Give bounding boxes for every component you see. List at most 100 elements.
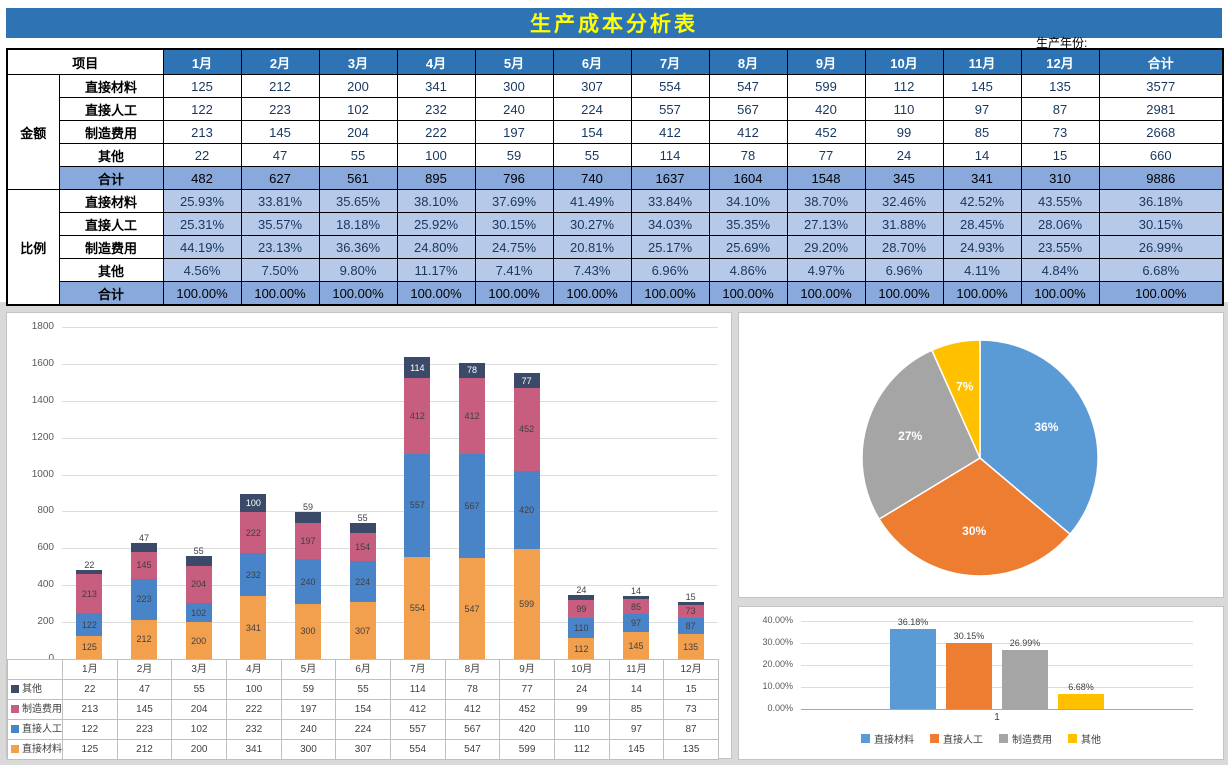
table-cell[interactable]: 27.13% [786, 212, 866, 236]
table-cell[interactable]: 895 [396, 166, 476, 190]
table-cell[interactable]: 4.97% [786, 258, 866, 282]
total-row-label[interactable]: 合计 [58, 166, 164, 190]
table-cell[interactable]: 1637 [630, 166, 710, 190]
table-cell[interactable]: 41.49% [552, 189, 632, 213]
table-cell[interactable]: 85 [942, 120, 1022, 144]
table-cell[interactable]: 31.88% [864, 212, 944, 236]
month-column-header[interactable]: 3月 [318, 48, 398, 75]
table-cell[interactable]: 4.86% [708, 258, 788, 282]
row-label[interactable]: 其他 [58, 143, 164, 167]
table-cell[interactable]: 100.00% [1020, 281, 1100, 306]
table-cell[interactable]: 6.96% [630, 258, 710, 282]
table-cell[interactable]: 59 [474, 143, 554, 167]
legend-item[interactable]: 直接人工 [930, 731, 983, 746]
table-cell[interactable]: 25.69% [708, 235, 788, 259]
table-cell[interactable]: 100.00% [396, 281, 476, 306]
table-cell[interactable]: 14 [942, 143, 1022, 167]
row-total-cell[interactable]: 2668 [1098, 120, 1224, 144]
row-label[interactable]: 直接材料 [58, 189, 164, 213]
table-cell[interactable]: 557 [630, 97, 710, 121]
month-column-header[interactable]: 10月 [864, 48, 944, 75]
table-cell[interactable]: 420 [786, 97, 866, 121]
chart-legend-item[interactable]: 直接材料 [8, 740, 63, 760]
table-cell[interactable]: 6.96% [864, 258, 944, 282]
table-cell[interactable]: 547 [708, 74, 788, 98]
chart-legend-item[interactable]: 其他 [8, 680, 63, 700]
chart-legend-item[interactable]: 制造费用 [8, 700, 63, 720]
chart-legend-item[interactable]: 直接人工 [8, 720, 63, 740]
group-label-amount[interactable]: 金额 [6, 74, 60, 190]
table-cell[interactable]: 213 [162, 120, 242, 144]
table-cell[interactable]: 4.56% [162, 258, 242, 282]
month-column-header[interactable]: 12月 [1020, 48, 1100, 75]
month-column-header[interactable]: 4月 [396, 48, 476, 75]
table-cell[interactable]: 204 [318, 120, 398, 144]
table-cell[interactable]: 482 [162, 166, 242, 190]
grand-total-cell[interactable]: 100.00% [1098, 281, 1224, 306]
table-cell[interactable]: 412 [708, 120, 788, 144]
table-cell[interactable]: 1548 [786, 166, 866, 190]
table-cell[interactable]: 561 [318, 166, 398, 190]
table-cell[interactable]: 9.80% [318, 258, 398, 282]
table-cell[interactable]: 100.00% [240, 281, 320, 306]
month-column-header[interactable]: 8月 [708, 48, 788, 75]
table-cell[interactable]: 212 [240, 74, 320, 98]
table-cell[interactable]: 28.70% [864, 235, 944, 259]
table-cell[interactable]: 100.00% [630, 281, 710, 306]
table-cell[interactable]: 240 [474, 97, 554, 121]
month-column-header[interactable]: 11月 [942, 48, 1022, 75]
row-total-cell[interactable]: 36.18% [1098, 189, 1224, 213]
table-cell[interactable]: 25.92% [396, 212, 476, 236]
table-cell[interactable]: 100.00% [708, 281, 788, 306]
month-column-header[interactable]: 2月 [240, 48, 320, 75]
table-cell[interactable]: 100.00% [552, 281, 632, 306]
table-cell[interactable]: 36.36% [318, 235, 398, 259]
table-cell[interactable]: 307 [552, 74, 632, 98]
table-cell[interactable]: 30.27% [552, 212, 632, 236]
row-label[interactable]: 制造费用 [58, 120, 164, 144]
table-cell[interactable]: 33.84% [630, 189, 710, 213]
table-cell[interactable]: 73 [1020, 120, 1100, 144]
table-cell[interactable]: 35.65% [318, 189, 398, 213]
row-total-cell[interactable]: 30.15% [1098, 212, 1224, 236]
table-cell[interactable]: 23.55% [1020, 235, 1100, 259]
row-total-cell[interactable]: 2981 [1098, 97, 1224, 121]
table-cell[interactable]: 29.20% [786, 235, 866, 259]
table-cell[interactable]: 7.41% [474, 258, 554, 282]
table-cell[interactable]: 11.17% [396, 258, 476, 282]
table-cell[interactable]: 18.18% [318, 212, 398, 236]
table-cell[interactable]: 310 [1020, 166, 1100, 190]
table-cell[interactable]: 599 [786, 74, 866, 98]
table-cell[interactable]: 22 [162, 143, 242, 167]
legend-item[interactable]: 制造费用 [999, 731, 1052, 746]
table-cell[interactable]: 100.00% [162, 281, 242, 306]
table-cell[interactable]: 102 [318, 97, 398, 121]
table-cell[interactable]: 122 [162, 97, 242, 121]
table-cell[interactable]: 412 [630, 120, 710, 144]
table-cell[interactable]: 35.57% [240, 212, 320, 236]
row-label[interactable]: 直接材料 [58, 74, 164, 98]
table-cell[interactable]: 197 [474, 120, 554, 144]
total-row-label[interactable]: 合计 [58, 281, 164, 306]
row-label[interactable]: 直接人工 [58, 97, 164, 121]
table-cell[interactable]: 15 [1020, 143, 1100, 167]
month-column-header[interactable]: 9月 [786, 48, 866, 75]
table-cell[interactable]: 125 [162, 74, 242, 98]
table-cell[interactable]: 100.00% [318, 281, 398, 306]
table-cell[interactable]: 796 [474, 166, 554, 190]
table-cell[interactable]: 112 [864, 74, 944, 98]
table-cell[interactable]: 345 [864, 166, 944, 190]
table-cell[interactable]: 145 [942, 74, 1022, 98]
table-cell[interactable]: 100.00% [942, 281, 1022, 306]
table-cell[interactable]: 452 [786, 120, 866, 144]
row-total-cell[interactable]: 6.68% [1098, 258, 1224, 282]
table-cell[interactable]: 30.15% [474, 212, 554, 236]
table-cell[interactable]: 24.93% [942, 235, 1022, 259]
table-cell[interactable]: 28.06% [1020, 212, 1100, 236]
table-cell[interactable]: 4.84% [1020, 258, 1100, 282]
table-cell[interactable]: 25.31% [162, 212, 242, 236]
table-cell[interactable]: 222 [396, 120, 476, 144]
row-total-cell[interactable]: 26.99% [1098, 235, 1224, 259]
table-cell[interactable]: 42.52% [942, 189, 1022, 213]
table-cell[interactable]: 33.81% [240, 189, 320, 213]
